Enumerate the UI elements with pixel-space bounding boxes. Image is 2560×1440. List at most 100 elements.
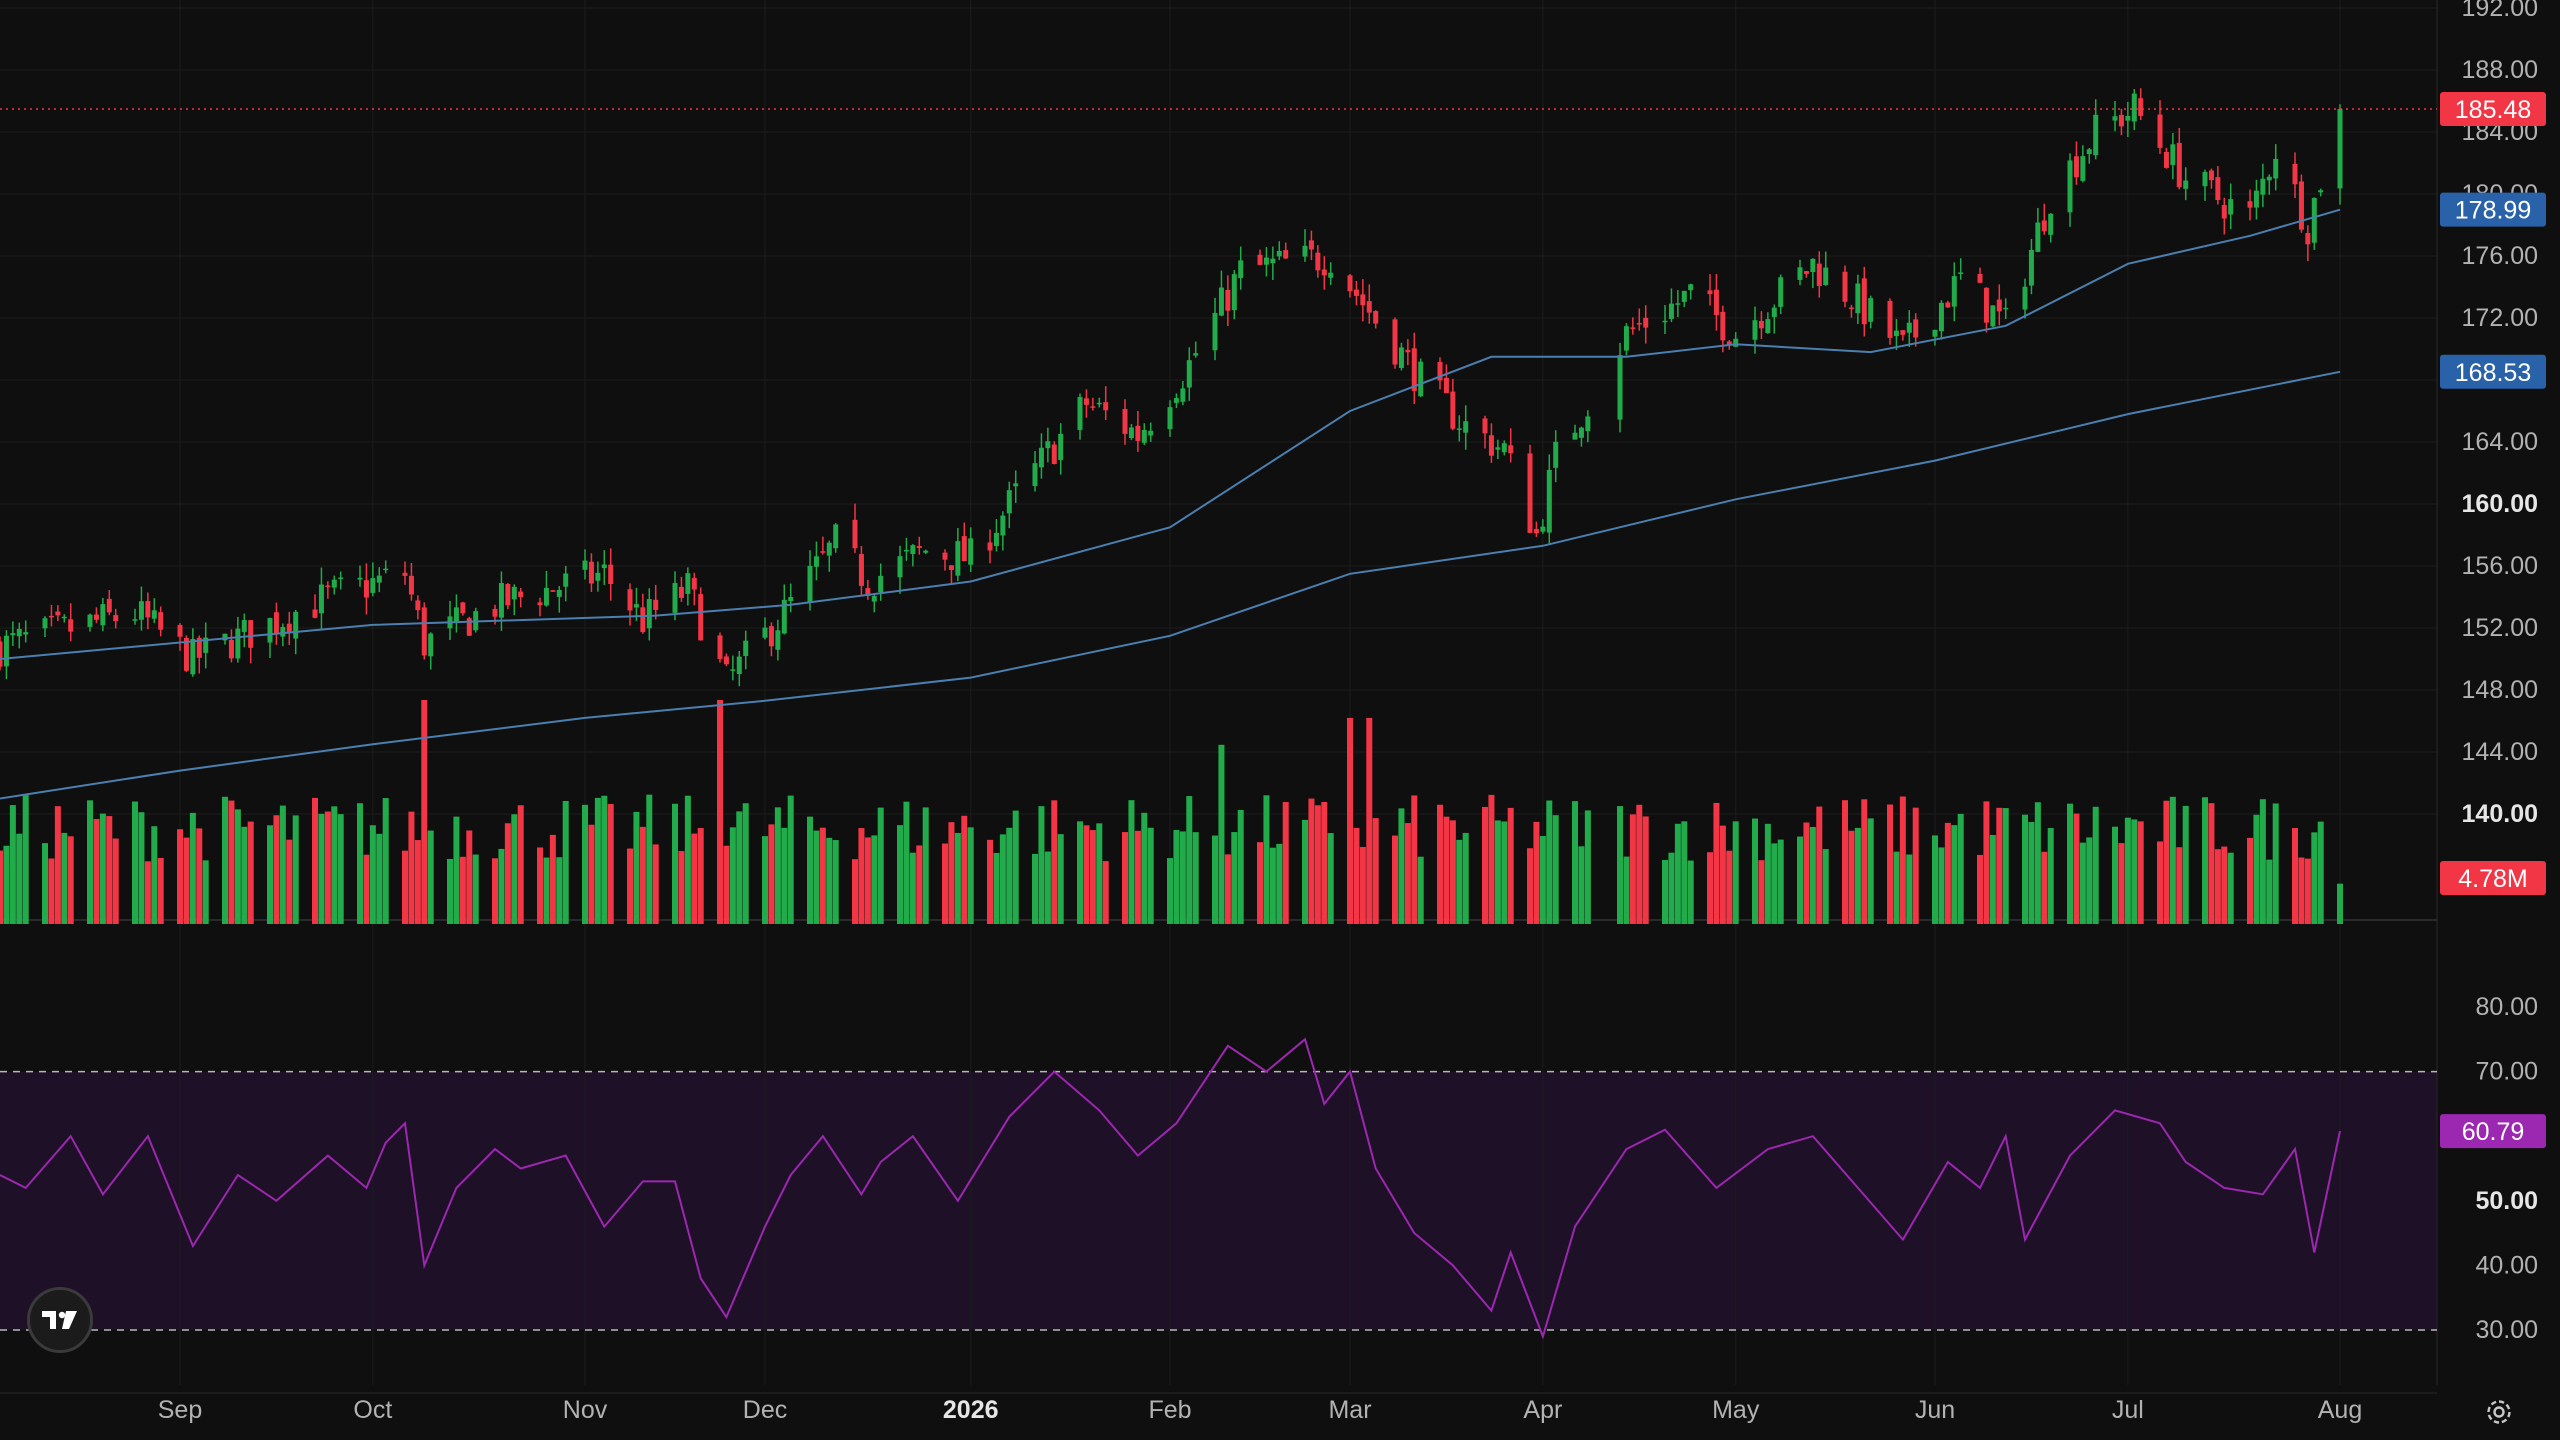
candle-body (138, 601, 144, 620)
volume-label-box (2440, 861, 2546, 895)
time-axis-label: Jul (2112, 1396, 2144, 1424)
candle-body (357, 577, 363, 580)
time-axis-label: Oct (353, 1396, 392, 1424)
volume-bar (549, 834, 556, 924)
candle-body (1771, 307, 1777, 318)
candle-body (1662, 320, 1668, 323)
volume-bar (1507, 807, 1514, 924)
volume-bar (1179, 831, 1186, 924)
volume-bar (639, 826, 646, 924)
candle-body (2041, 220, 2047, 232)
volume-bar (1327, 833, 1334, 924)
volume-bar (1347, 717, 1353, 924)
candle-body (2112, 116, 2118, 121)
time-axis-label: 2026 (943, 1396, 999, 1424)
volume-bar (813, 830, 820, 924)
volume-bar (1044, 851, 1051, 924)
candle-body (1636, 323, 1642, 325)
candle-body (2228, 199, 2234, 215)
volume-bar (177, 829, 183, 924)
volume-bar (1032, 853, 1038, 924)
volume-bar (1539, 836, 1546, 924)
candle-body (1713, 289, 1719, 315)
candle-body (3, 635, 9, 667)
candle-body (2183, 180, 2189, 189)
volume-bar (1404, 823, 1411, 924)
candle-body (145, 601, 151, 618)
volume-bar (324, 811, 331, 924)
candle-body (1353, 289, 1359, 296)
volume-bar (742, 803, 749, 924)
volume-bar (157, 857, 164, 924)
volume-bar (1057, 834, 1064, 924)
candle-body (1212, 313, 1218, 351)
volume-bar (1224, 854, 1231, 924)
candle-body (1270, 258, 1276, 264)
candle-body (312, 609, 318, 618)
volume-bar (2118, 843, 2125, 924)
volume-bar (112, 838, 119, 924)
candle-body (717, 635, 723, 659)
candle-body (601, 564, 607, 569)
volume-bar (2092, 806, 2099, 924)
candle-body (1083, 398, 1089, 405)
volume-bar (472, 854, 479, 924)
candle-body (2247, 201, 2253, 208)
volume-bar (1417, 856, 1424, 924)
volume-bar (2079, 842, 2086, 924)
candle-body (2221, 205, 2227, 219)
last-price-label: 185.48 (2455, 96, 2531, 124)
candle-body (1913, 319, 1919, 338)
volume-bar (2073, 813, 2080, 924)
volume-bar (691, 833, 698, 924)
candle-body (1045, 441, 1051, 449)
moving-average-long-line (0, 370, 2341, 800)
candle-body (1077, 396, 1083, 431)
volume-bar (1308, 798, 1315, 924)
candle-body (1096, 402, 1102, 405)
candle-body (1508, 445, 1514, 454)
volume-bar (1372, 818, 1379, 924)
candle-body (113, 615, 119, 622)
volume-bar (1726, 850, 1733, 924)
volume-bar (2272, 803, 2279, 924)
candle-body (1373, 311, 1379, 324)
candle-body (556, 590, 562, 597)
candle-body (2125, 115, 2131, 121)
volume-bar (1141, 812, 1148, 924)
candle-body (1572, 432, 1578, 440)
volume-bar (2227, 852, 2234, 924)
volume-bar (684, 795, 691, 924)
volume-bar (466, 830, 473, 924)
time-axis-label: Dec (743, 1396, 787, 1424)
volume-bar (1887, 804, 1893, 924)
candle-body (582, 560, 588, 570)
candle-body (852, 519, 858, 549)
volume-bar (1809, 826, 1816, 924)
volume-bar (916, 845, 923, 924)
volume-bar (2067, 803, 2073, 924)
volume-bar (318, 813, 325, 924)
volume-bar (1842, 800, 1848, 924)
candle-body (1758, 320, 1764, 329)
volume-bar (774, 807, 781, 924)
candle-body (273, 612, 279, 634)
candle-body (955, 541, 961, 576)
volume-bar (2253, 814, 2260, 924)
settings-gear-icon[interactable] (2481, 1394, 2517, 1430)
volume-bar (87, 800, 93, 924)
candle-body (68, 619, 74, 632)
price-axis-label: 148.00 (2462, 676, 2538, 704)
candle-body (640, 607, 646, 633)
volume-bar (42, 843, 48, 924)
tradingview-logo[interactable] (27, 1287, 93, 1353)
candle-body (1006, 490, 1012, 514)
candle-body (2067, 160, 2073, 213)
candle-body (2260, 178, 2266, 195)
volume-bar (144, 861, 151, 924)
ma-long-label: 168.53 (2455, 359, 2531, 387)
candle-body (1527, 453, 1533, 533)
candle-body (1996, 299, 2002, 312)
candle-body (492, 608, 498, 617)
